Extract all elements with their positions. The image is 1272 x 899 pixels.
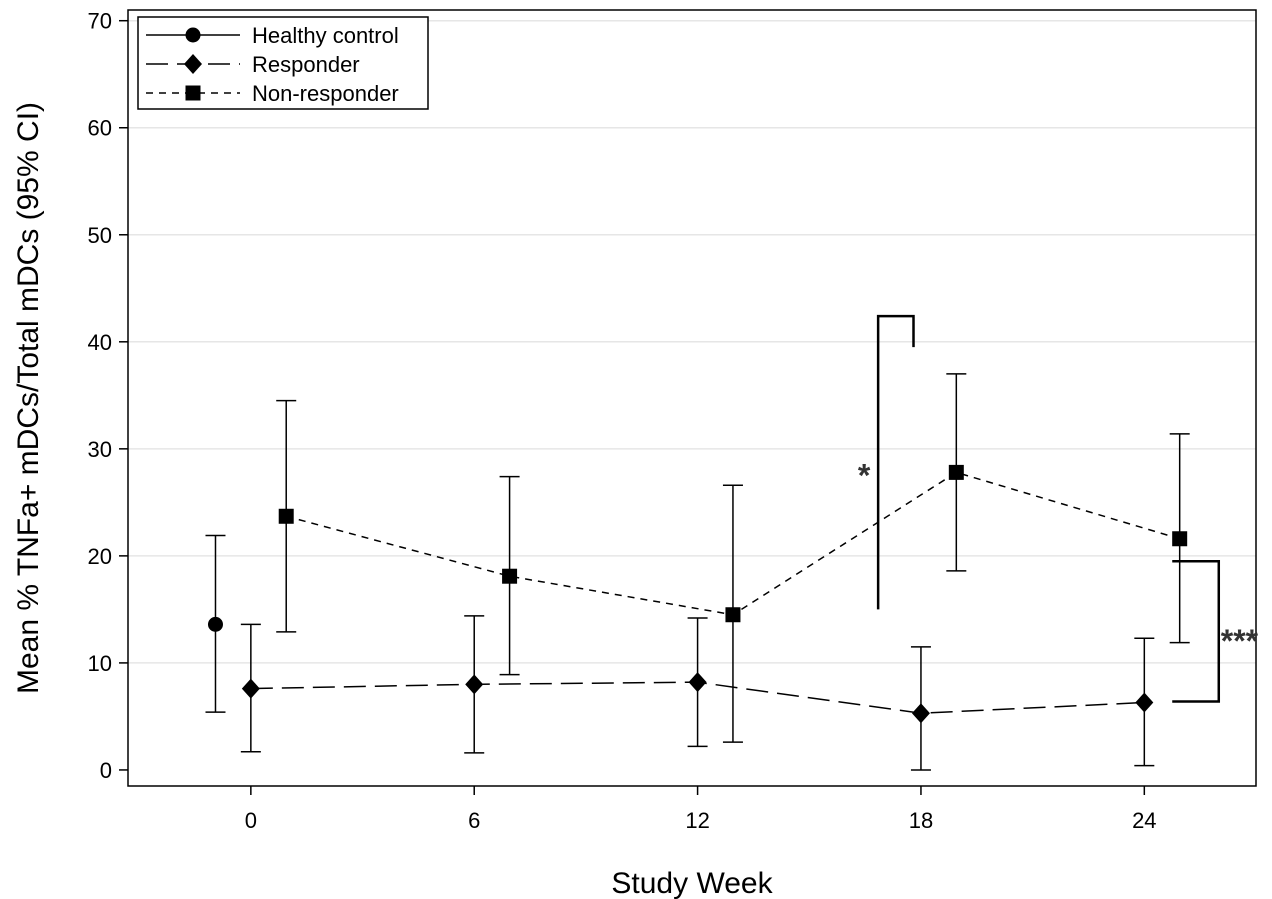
legend-item: Healthy control [146,23,399,48]
y-tick-label-30: 30 [88,437,112,462]
y-tick-label-0: 0 [100,758,112,783]
data-point [725,607,741,623]
y-axis-title: Mean % TNFa+ mDCs/Total mDCs (95% CI) [12,102,45,694]
legend-item: Non-responder [146,81,399,106]
legend: Healthy control Responder Non-responder [137,16,429,110]
significance-label-week-24: *** [1221,623,1259,659]
legend-marker [185,27,201,43]
bracket-week-18 [876,314,915,610]
x-tick-label-0: 0 [245,808,257,833]
significance-label-week-18: * [858,457,871,493]
series-responder [240,615,1155,771]
data-point [278,508,294,524]
data-point [241,678,260,699]
legend-label: Responder [252,52,360,77]
data-point [1172,531,1188,547]
x-tick-label-6: 6 [468,808,480,833]
x-tick-label-12: 12 [685,808,709,833]
data-point [1135,692,1154,713]
legend-label: Healthy control [252,23,399,48]
series-non-responder [276,373,1190,743]
data-point [948,464,964,480]
legend-label: Non-responder [252,81,399,106]
legend-marker [184,54,202,74]
legend-marker [185,85,201,101]
data-point [207,616,223,632]
y-tick-label-20: 20 [88,544,112,569]
y-tick-label-40: 40 [88,330,112,355]
significance-annotations: **** [858,314,1259,703]
grid-lines [128,19,1256,664]
legend-item: Responder [146,52,360,77]
x-tick-label-24: 24 [1132,808,1156,833]
y-tick-label-60: 60 [88,116,112,141]
data-point [465,674,484,695]
data-point [502,568,518,584]
data-point [688,672,707,693]
bracket-week-24 [1172,559,1221,703]
axes: 0 10 20 30 40 50 60 70 0 6 12 18 24 [88,9,1157,833]
x-axis-title: Study Week [611,867,773,899]
series-healthy-control [205,534,226,713]
y-tick-label-50: 50 [88,223,112,248]
plot-frame [127,9,1257,787]
data-point [911,703,930,724]
series-layer [205,373,1190,771]
x-tick-label-18: 18 [909,808,933,833]
y-tick-label-10: 10 [88,651,112,676]
y-tick-label-70: 70 [88,9,112,34]
